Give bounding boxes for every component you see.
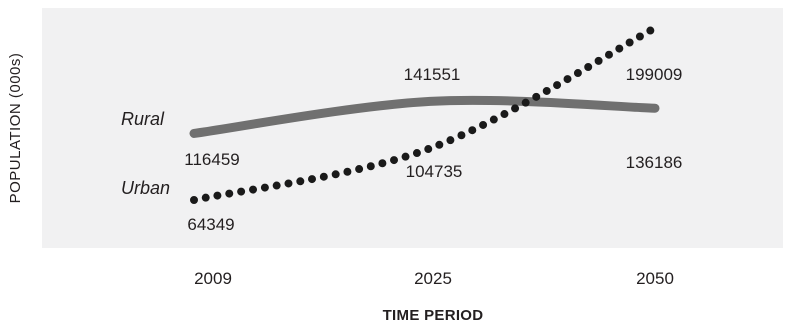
series-name-rural: Rural bbox=[121, 109, 165, 129]
series-name-urban: Urban bbox=[121, 178, 170, 198]
x-tick-2025: 2025 bbox=[414, 269, 452, 288]
x-tick-2050: 2050 bbox=[636, 269, 674, 288]
rural-series-line bbox=[189, 95, 660, 138]
data-label-rural-2050: 136186 bbox=[626, 153, 683, 172]
data-label-rural-2009: 116459 bbox=[184, 150, 239, 169]
y-axis-title: POPULATION (000s) bbox=[7, 53, 24, 204]
data-label-rural-2025: 141551 bbox=[404, 65, 461, 84]
data-label-urban-2009: 64349 bbox=[187, 215, 234, 234]
x-axis-title: TIME PERIOD bbox=[383, 307, 484, 324]
x-tick-2009: 2009 bbox=[194, 269, 232, 288]
urban-series-line bbox=[190, 24, 659, 204]
data-label-urban-2025: 104735 bbox=[406, 162, 463, 181]
series-lines bbox=[189, 24, 660, 204]
plot-background bbox=[42, 8, 783, 248]
data-label-urban-2050: 199009 bbox=[626, 65, 683, 84]
